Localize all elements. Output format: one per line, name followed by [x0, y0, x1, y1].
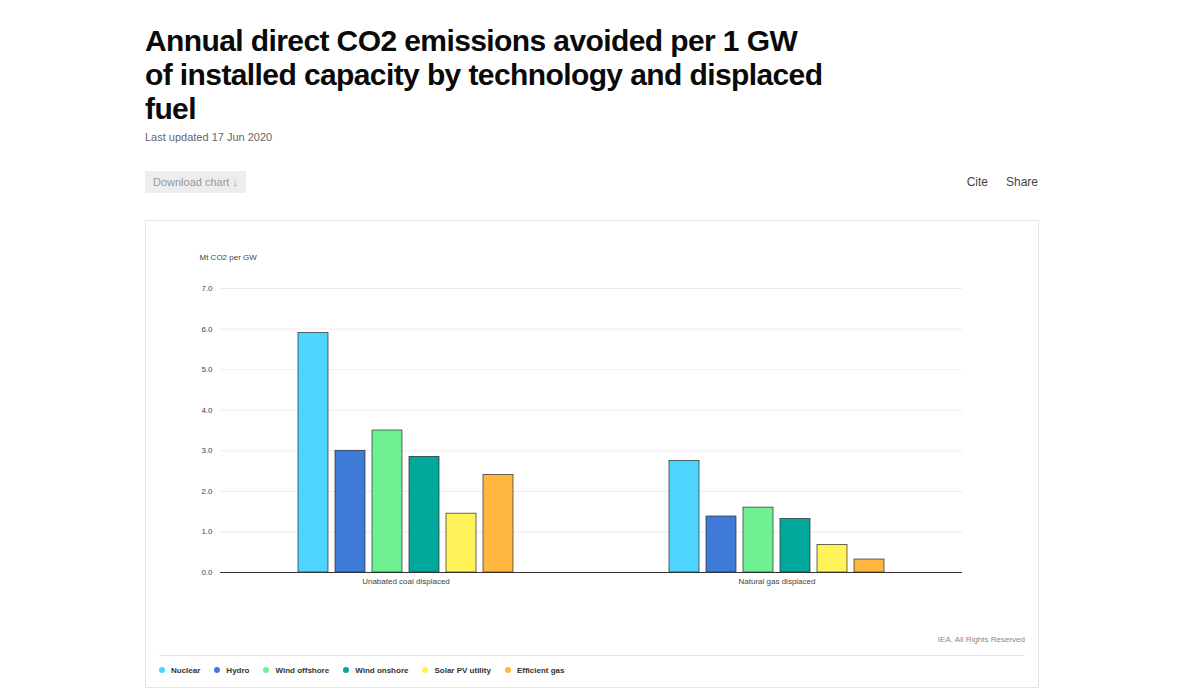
svg-text:4.0: 4.0 [201, 406, 213, 415]
svg-text:0.0: 0.0 [201, 568, 213, 577]
html-text:Share: Share [1006, 175, 1038, 189]
html-text:Solar PV utility: Solar PV utility [434, 666, 491, 675]
html-text:Cite: Cite [966, 175, 988, 189]
svg-text:Unabated coal displaced: Unabated coal displaced [362, 577, 450, 586]
html-text:Wind offshore: Wind offshore [275, 666, 330, 675]
html-text:Last updated 17 Jun 2020: Last updated 17 Jun 2020 [145, 131, 273, 143]
html-text:Hydro: Hydro [226, 666, 250, 675]
html-text:Nuclear: Nuclear [171, 666, 201, 675]
svg-text:6.0: 6.0 [201, 325, 213, 334]
svg-text:1.0: 1.0 [201, 527, 213, 536]
html-text:Efficient gas: Efficient gas [516, 666, 565, 675]
svg-text:Mt CO2 per GW: Mt CO2 per GW [200, 253, 258, 262]
svg-text:5.0: 5.0 [201, 365, 213, 374]
html-text:IEA. All Rights Reserved: IEA. All Rights Reserved [937, 635, 1025, 644]
html-text:Wind onshore: Wind onshore [355, 666, 409, 675]
svg-text:2.0: 2.0 [201, 487, 213, 496]
svg-text:7.0: 7.0 [201, 284, 213, 293]
html-text:Download chart ↓: Download chart ↓ [153, 176, 238, 188]
svg-text:Natural gas displaced: Natural gas displaced [739, 577, 816, 586]
svg-text:3.0: 3.0 [201, 446, 213, 455]
html-text:Annual direct CO2 emissions av: Annual direct CO2 emissions avoided per … [145, 24, 823, 125]
